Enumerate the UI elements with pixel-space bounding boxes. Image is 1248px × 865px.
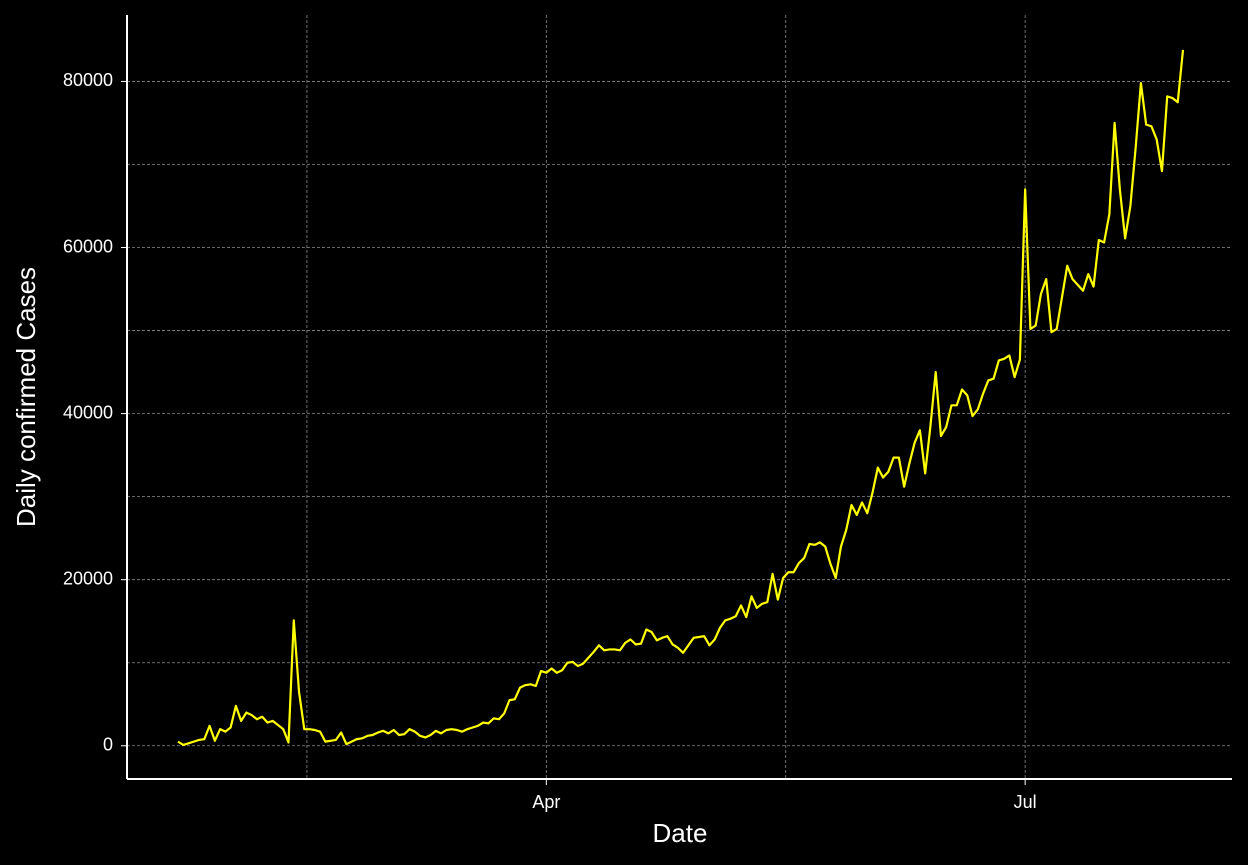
y-tick-label: 60000 [63, 236, 113, 256]
y-tick-label: 0 [103, 735, 113, 755]
x-tick-label: Apr [532, 792, 560, 812]
y-axis-title: Daily confirmed Cases [11, 267, 41, 527]
y-tick-label: 80000 [63, 70, 113, 90]
line [177, 49, 1185, 747]
x-axis-title: Date [653, 818, 708, 848]
x-tick-label: Jul [1014, 792, 1037, 812]
y-tick-label: 20000 [63, 568, 113, 588]
y-tick-label: 40000 [63, 402, 113, 422]
